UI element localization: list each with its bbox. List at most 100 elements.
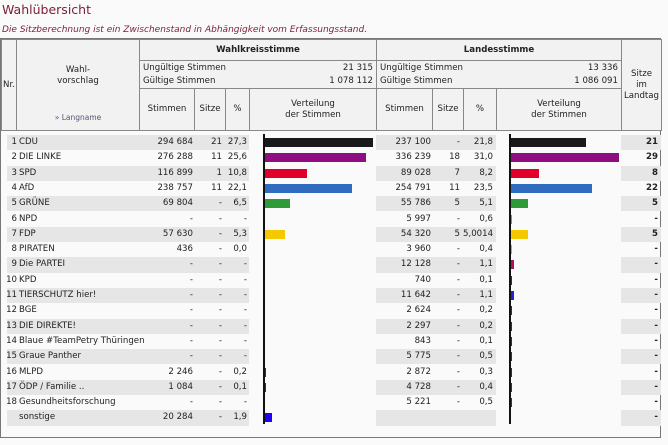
ls-vote-bar [510, 260, 514, 270]
cell-name[interactable]: ÖDP / Familie .. [19, 381, 85, 392]
cell-wk_st: - [189, 213, 193, 224]
wahlvorschlag-label: Wahl- vorschlag [57, 65, 99, 86]
ls-summary: Ungültige Stimmen 13 336 Gültige Stimmen… [376, 60, 622, 89]
wk-summary: Ungültige Stimmen 21 315 Gültige Stimmen… [139, 60, 377, 89]
cell-ls_st: 843 [414, 335, 431, 346]
ls-vote-bar [510, 214, 513, 224]
cell-wk_p: - [243, 305, 247, 316]
table-row: 17 ÖDP / Familie .. 1 084-0,1 4 728-0,4- [1, 379, 661, 396]
cell-nr: 13 [6, 320, 17, 331]
cell-wk_p: 25,6 [227, 152, 247, 163]
cell-wk_st: - [189, 335, 193, 346]
cell-nr: 15 [6, 351, 17, 362]
cell-name[interactable]: SPD [19, 167, 37, 178]
wk-vote-bar [264, 183, 353, 193]
cell-wk_si: - [218, 274, 222, 285]
cell-nr: 3 [11, 167, 17, 178]
cell-nr: 11 [6, 290, 17, 300]
cell-name[interactable]: MLPD [19, 366, 44, 377]
cell-lt: - [654, 244, 658, 255]
cell-name[interactable]: Blaue #TeamPetry Thüringen [19, 335, 145, 346]
ls-vote-bar [510, 199, 528, 209]
cell-ls_p: 0,6 [479, 213, 493, 224]
cell-nr: 2 [11, 152, 17, 163]
cell-wk_p: - [243, 351, 247, 362]
row-stripe [376, 379, 496, 396]
cell-wk_si: - [218, 290, 222, 300]
cell-wk_st: - [189, 397, 193, 408]
ls-col-stimmen: Stimmen [376, 88, 433, 131]
wk-valid-label: Gültige Stimmen [143, 76, 216, 86]
cell-name[interactable]: PIRATEN [19, 244, 55, 255]
cell-lt: - [654, 213, 658, 224]
cell-name[interactable]: FDP [19, 228, 36, 239]
cell-ls_p: 21,8 [473, 137, 493, 147]
cell-name[interactable]: sonstige [19, 412, 56, 423]
table-row: 3 SPD 116 899 1 10,8 89 028 7 8,2 8 [1, 165, 661, 181]
cell-ls_si: - [456, 274, 460, 285]
cell-ls_st: 740 [414, 274, 431, 285]
cell-nr: 9 [11, 259, 17, 270]
cell-wk_p: - [243, 320, 247, 331]
cell-lt: 22 [646, 182, 658, 193]
col-sitze-landtag: Sitze im Landtag [621, 39, 662, 131]
row-stripe [621, 257, 661, 273]
cell-name[interactable]: GRÜNE [19, 198, 50, 209]
ls-col-verteilung: Verteilung der Stimmen [496, 88, 622, 131]
cell-wk_p: - [243, 259, 247, 270]
cell-name[interactable]: AfD [19, 182, 35, 193]
cell-wk_si: - [218, 351, 222, 362]
wk-vote-bar [264, 367, 266, 377]
cell-ls_p: 0,5 [479, 351, 493, 362]
cell-name[interactable]: DIE DIREKTE! [19, 320, 76, 331]
cell-name[interactable]: BGE [19, 305, 37, 316]
cell-ls_st: 2 297 [406, 320, 431, 331]
row-stripe [621, 135, 661, 151]
cell-ls_si: - [456, 213, 460, 224]
ls-vote-bar [510, 229, 528, 239]
cell-name[interactable]: TIERSCHUTZ hier! [19, 290, 97, 300]
row-stripe [621, 318, 661, 334]
cell-wk_si: 11 [211, 182, 222, 193]
cell-nr: 5 [11, 198, 17, 209]
cell-wk_p: 5,3 [233, 228, 247, 239]
cell-name[interactable]: DIE LINKE [19, 152, 62, 163]
ls-vote-bar [510, 398, 512, 408]
cell-wk_si: 21 [211, 137, 222, 147]
cell-name[interactable]: NPD [19, 213, 38, 224]
row-stripe [621, 165, 661, 181]
cell-nr: 17 [6, 381, 17, 392]
cell-lt: - [654, 335, 658, 346]
cell-ls_st: 254 791 [395, 182, 431, 193]
cell-name[interactable]: Graue Panther [19, 351, 82, 362]
cell-nr: 16 [6, 366, 17, 377]
cell-wk_si: - [218, 335, 222, 346]
cell-wk_p: 6,5 [233, 198, 247, 209]
cell-wk_si: - [218, 259, 222, 270]
table-row: 11 TIERSCHUTZ hier! - - - 11 642 - 1,1 - [1, 288, 661, 304]
cell-name[interactable]: Die PARTEI [19, 259, 66, 270]
cell-name[interactable]: KPD [19, 274, 37, 285]
cell-lt: 21 [646, 137, 658, 147]
cell-wk_p: 0,0 [233, 244, 247, 255]
cell-ls_si: 5 [454, 198, 460, 209]
cell-wk_si: 11 [211, 152, 222, 163]
table-row: 9 Die PARTEI - - - 12 128 - 1,1 - [1, 257, 661, 273]
cell-lt: - [654, 412, 658, 423]
cell-name[interactable]: Gesundheitsforschung [19, 397, 116, 408]
cell-ls_st: 237 100 [395, 137, 431, 147]
langname-link[interactable]: » Langname [54, 113, 102, 122]
landesstimme-header: Landesstimme [376, 39, 622, 61]
cell-wk_si: - [218, 320, 222, 331]
cell-ls_p: 23,5 [473, 182, 493, 193]
cell-lt: 29 [646, 152, 658, 163]
cell-ls_si: - [456, 397, 460, 408]
cell-wk_p: 0,1 [233, 381, 247, 392]
cell-nr: 10 [6, 274, 17, 285]
row-stripe [621, 349, 661, 365]
cell-name[interactable]: CDU [19, 137, 38, 147]
cell-ls_si: - [456, 366, 460, 377]
cell-ls_si: - [456, 381, 460, 392]
ls-col-pct: % [463, 88, 497, 131]
cell-ls_si: 18 [449, 152, 460, 163]
